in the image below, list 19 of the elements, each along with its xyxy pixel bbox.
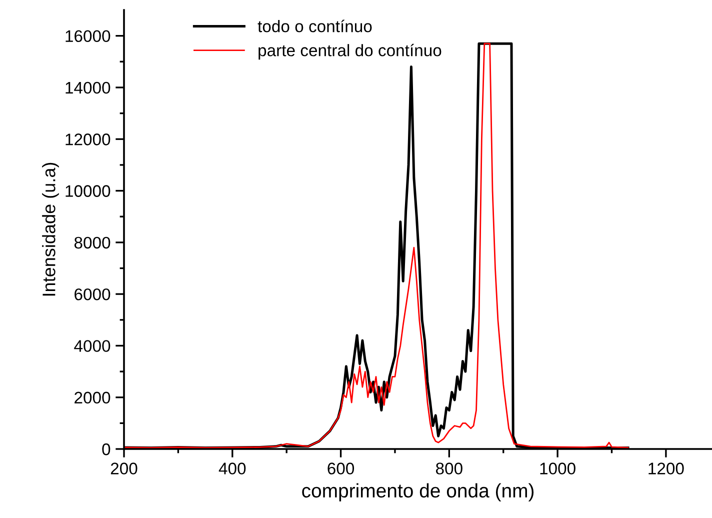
y-tick-label: 10000 (66, 185, 110, 197)
x-tick-label: 600 (328, 462, 354, 474)
x-tick-label: 1200 (648, 462, 684, 474)
x-tick-label: 800 (436, 462, 462, 474)
y-tick-label: 8000 (74, 236, 110, 249)
y-tick-label: 2000 (74, 392, 110, 404)
y-tick-label: 0 (102, 443, 110, 456)
y-tick-label: 16000 (66, 30, 110, 42)
y-axis-title: Intensidade (u.a) (42, 162, 59, 296)
y-tick-label: 6000 (74, 288, 110, 300)
y-tick-label: 4000 (74, 340, 110, 352)
x-tick-label: 400 (218, 462, 246, 474)
legend-label: todo o contínuo (258, 20, 372, 32)
y-tick-label: 12000 (66, 134, 110, 146)
legend-label: parte central do contínuo (258, 44, 442, 60)
x-axis-title: comprimento de onda (nm) (302, 483, 534, 502)
x-tick-label: 1000 (540, 462, 576, 474)
x-tick-label: 200 (110, 462, 138, 474)
y-tick-label: 14000 (66, 82, 110, 94)
